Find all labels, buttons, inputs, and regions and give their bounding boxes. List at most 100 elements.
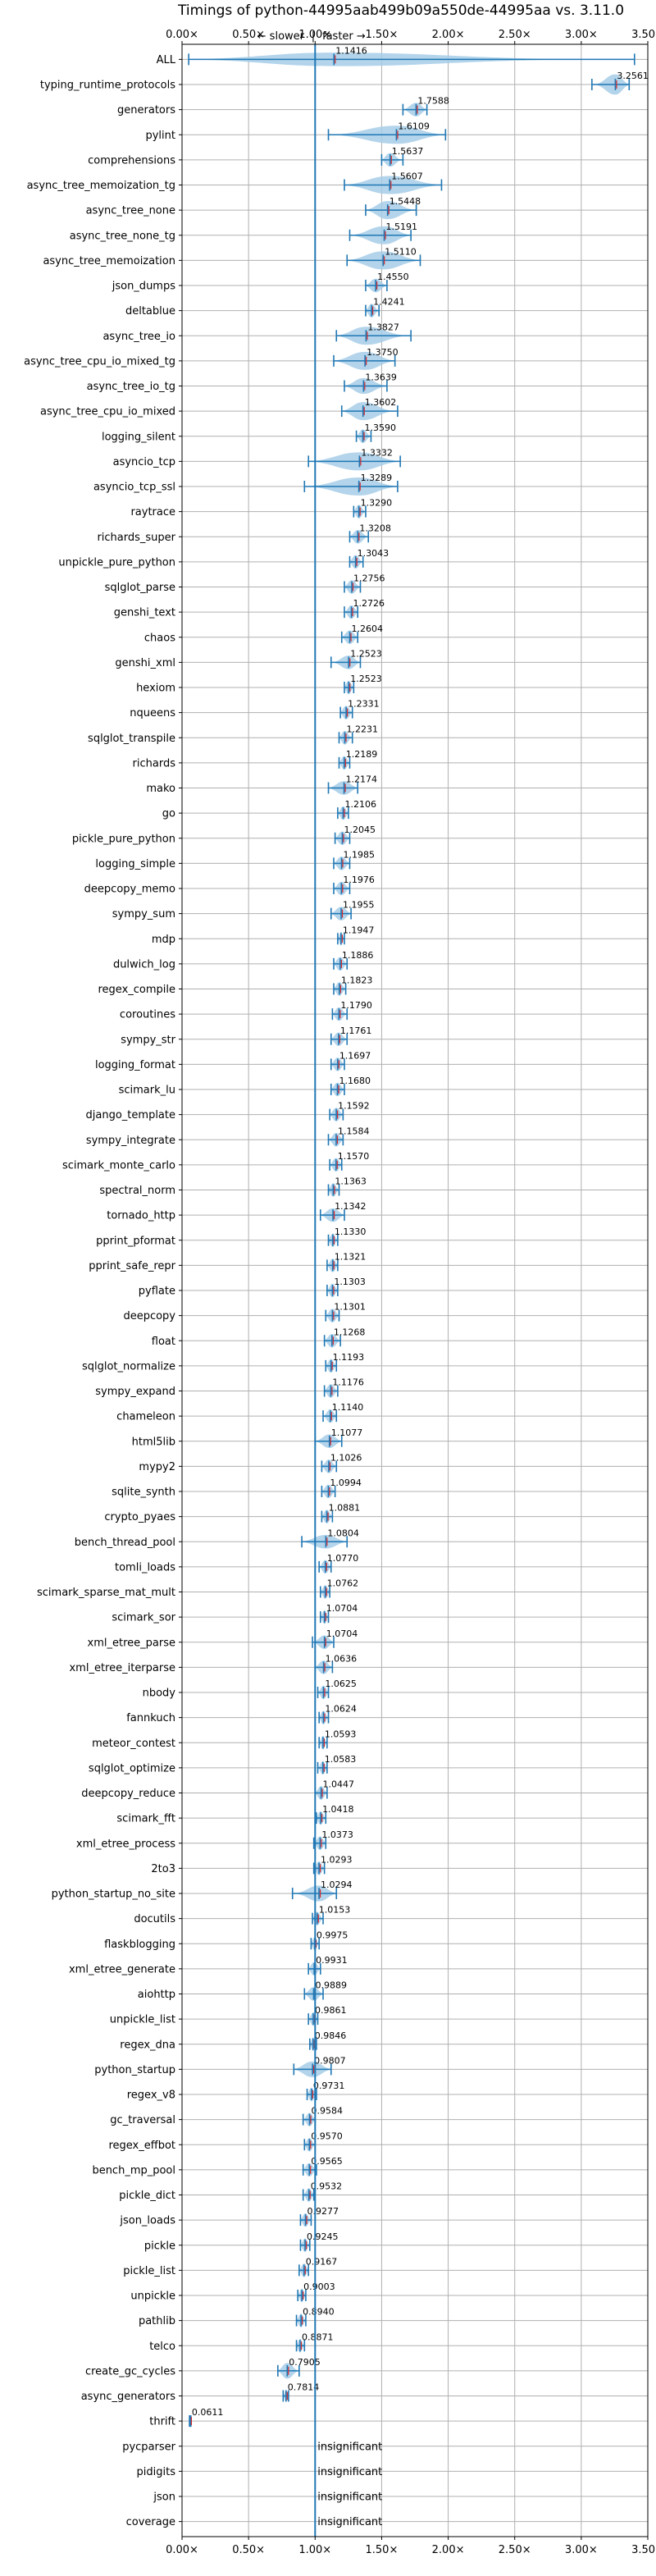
value-label-34: 1.1955	[343, 900, 375, 911]
y-tick-label-8: async_tree_memoization	[43, 255, 175, 267]
y-tick-label-64: xml_etree_iterparse	[69, 1662, 175, 1674]
slower-annotation: ← slower	[257, 30, 305, 43]
y-tick-label-2: generators	[117, 104, 175, 116]
x-tick-label-bottom-5: 2.50×	[499, 2544, 531, 2556]
value-label-69: 1.0447	[323, 1779, 355, 1790]
y-tick-label-4: comprehensions	[88, 154, 175, 167]
value-label-75: 0.9975	[317, 1930, 348, 1940]
y-tick-label-29: mako	[146, 783, 175, 795]
value-label-32: 1.1985	[343, 849, 375, 860]
value-label-39: 1.1761	[340, 1025, 372, 1036]
value-label-4: 1.5637	[392, 146, 424, 157]
insignificant-label-97: insignificant	[317, 2492, 382, 2504]
value-label-65: 1.0625	[325, 1679, 357, 1689]
x-tick-label-top-3: 1.50×	[366, 29, 399, 41]
value-label-15: 1.3590	[365, 422, 397, 433]
value-label-56: 1.1026	[330, 1452, 362, 1463]
insignificant-label-96: insignificant	[317, 2466, 382, 2478]
value-label-58: 1.0881	[329, 1503, 361, 1514]
y-tick-label-34: sympy_sum	[112, 908, 175, 920]
value-label-76: 0.9931	[316, 1955, 348, 1966]
y-tick-label-46: tornado_http	[107, 1210, 175, 1222]
y-tick-label-15: logging_silent	[102, 431, 175, 443]
y-tick-label-21: sqlglot_parse	[105, 582, 175, 594]
value-label-40: 1.1697	[339, 1050, 371, 1061]
value-label-48: 1.1321	[335, 1251, 367, 1262]
value-label-73: 1.0294	[321, 1879, 353, 1890]
y-tick-label-90: pathlib	[139, 2315, 175, 2327]
y-tick-label-62: scimark_sor	[112, 1612, 175, 1624]
x-tick-label-top-2: 1.00×	[298, 29, 331, 41]
y-tick-label-76: xml_etree_generate	[69, 1963, 175, 1975]
y-tick-label-98: coverage	[126, 2516, 175, 2528]
plot-frame	[181, 43, 649, 2537]
y-tick-label-10: deltablue	[125, 305, 175, 317]
y-tick-label-60: tomli_loads	[115, 1561, 175, 1573]
y-tick-label-77: aiohttp	[138, 1989, 175, 2001]
y-tick-label-69: deepcopy_reduce	[81, 1788, 175, 1800]
value-label-55: 1.1077	[331, 1427, 363, 1438]
value-label-13: 1.3639	[365, 372, 397, 383]
value-label-38: 1.1790	[340, 1000, 372, 1011]
y-tick-label-53: sympy_expand	[95, 1386, 175, 1398]
value-label-5: 1.5607	[391, 171, 422, 182]
value-label-26: 1.2331	[348, 699, 380, 710]
y-tick-label-70: scimark_fft	[116, 1813, 175, 1825]
value-label-7: 1.5191	[386, 222, 418, 232]
value-label-52: 1.1193	[333, 1352, 365, 1363]
value-label-60: 1.0770	[327, 1553, 359, 1564]
value-label-25: 1.2523	[350, 674, 382, 684]
y-tick-label-43: sympy_integrate	[86, 1135, 175, 1147]
y-tick-label-67: meteor_contest	[92, 1738, 175, 1750]
value-label-27: 1.2231	[346, 724, 378, 734]
x-tick-label-bottom-0: 0.00×	[166, 2544, 198, 2556]
value-label-43: 1.1584	[338, 1126, 370, 1136]
value-label-66: 1.0624	[325, 1704, 357, 1715]
value-label-3: 1.6109	[398, 121, 429, 131]
y-tick-label-96: pidigits	[137, 2466, 176, 2478]
value-label-8: 1.5110	[385, 246, 417, 257]
value-label-37: 1.1823	[341, 975, 373, 986]
y-tick-label-50: deepcopy	[123, 1310, 175, 1322]
y-tick-label-18: raytrace	[130, 506, 175, 518]
y-tick-label-42: django_template	[86, 1109, 175, 1121]
y-tick-label-44: scimark_monte_carlo	[62, 1159, 175, 1172]
value-label-82: 0.9584	[312, 2106, 344, 2117]
y-tick-label-48: pprint_safe_repr	[89, 1260, 175, 1272]
value-label-21: 1.2756	[353, 573, 385, 584]
value-label-24: 1.2523	[350, 648, 382, 659]
value-label-1: 3.2561	[617, 71, 649, 81]
y-tick-label-66: fannkuch	[126, 1712, 175, 1724]
tick-labels: 0.00× 0.00× 0.50× 0.50× 1.00× 1.00× 1.50× 1.50×…	[24, 29, 656, 2556]
value-label-80: 0.9807	[314, 2055, 346, 2066]
y-tick-label-86: json_loads	[119, 2215, 175, 2227]
value-label-86: 0.9277	[308, 2206, 339, 2217]
value-label-36: 1.1886	[342, 950, 374, 961]
y-tick-label-16: asyncio_tcp	[113, 456, 175, 468]
y-tick-label-12: async_tree_cpu_io_mixed_tg	[24, 355, 175, 368]
value-label-33: 1.1976	[343, 875, 375, 885]
value-label-61: 1.0762	[327, 1578, 359, 1589]
value-label-88: 0.9167	[306, 2256, 338, 2267]
value-label-81: 0.9731	[313, 2080, 345, 2091]
y-tick-label-13: async_tree_io_tg	[87, 381, 175, 393]
value-label-72: 1.0293	[321, 1854, 353, 1865]
x-tick-label-top-7: 3.50×	[631, 29, 656, 41]
x-tick-label-bottom-6: 3.00×	[565, 2544, 598, 2556]
y-tick-label-19: richards_super	[97, 532, 175, 544]
value-label-63: 1.0704	[326, 1628, 358, 1639]
y-tick-label-75: flaskblogging	[104, 1939, 175, 1951]
y-tick-label-97: json	[153, 2492, 175, 2504]
y-tick-label-91: telco	[149, 2341, 175, 2353]
y-tick-label-31: pickle_pure_python	[72, 833, 175, 845]
value-label-42: 1.1592	[338, 1101, 370, 1112]
y-tick-label-22: genshi_text	[114, 607, 175, 619]
value-label-17: 1.3289	[361, 473, 393, 483]
value-label-93: 0.7814	[288, 2382, 320, 2393]
y-tick-label-74: docutils	[134, 1913, 175, 1925]
y-tick-label-63: xml_etree_parse	[88, 1637, 175, 1649]
x-tick-label-bottom-4: 2.00×	[432, 2544, 465, 2556]
y-tick-label-27: sqlglot_transpile	[88, 733, 175, 745]
y-tick-label-17: asyncio_tcp_ssl	[93, 482, 175, 494]
